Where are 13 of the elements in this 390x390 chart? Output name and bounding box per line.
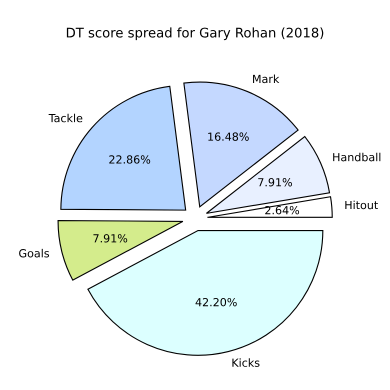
data-label: 22.86% [109, 155, 150, 164]
slice-label: Handball [333, 152, 380, 162]
data-label: 16.48% [208, 132, 249, 141]
slice-label: Mark [253, 74, 280, 84]
slice-label: Goals [19, 248, 50, 258]
slice-label: Tackle [48, 114, 82, 122]
data-label: 7.91% [258, 178, 292, 186]
chart-title: DT score spread for Gary Rohan (2018) [66, 27, 324, 40]
slice-label: Hitout [345, 200, 378, 210]
slice-label: Kicks [232, 358, 260, 367]
data-label: 7.91% [93, 234, 128, 243]
data-label: 2.64% [265, 206, 300, 214]
data-label: 42.20% [196, 298, 237, 306]
